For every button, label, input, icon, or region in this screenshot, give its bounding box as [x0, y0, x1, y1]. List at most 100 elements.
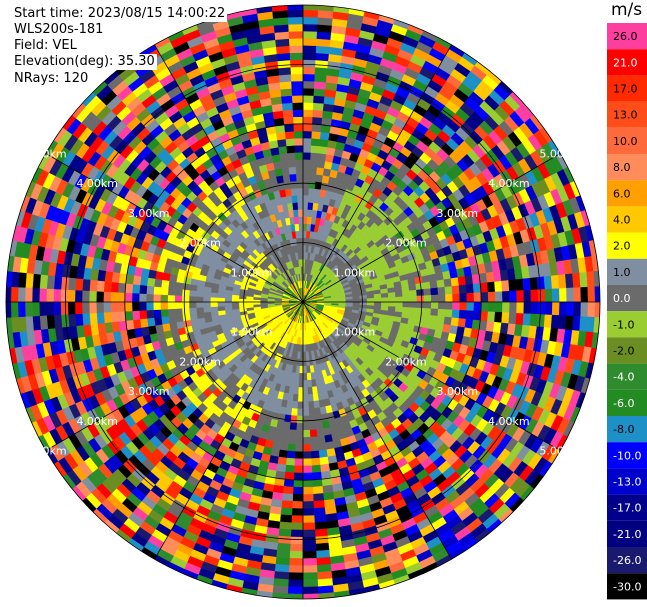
velocity-gate: [423, 301, 432, 309]
velocity-gate: [559, 287, 567, 303]
velocity-gate: [67, 277, 77, 291]
velocity-gate: [309, 429, 318, 438]
velocity-gate: [238, 301, 247, 306]
velocity-gate: [292, 202, 299, 211]
velocity-gate: [450, 317, 460, 327]
velocity-gate: [153, 301, 161, 311]
velocity-gate: [285, 457, 296, 466]
velocity-gate: [388, 296, 396, 303]
velocity-gate: [291, 194, 299, 204]
velocity-gate: [174, 295, 183, 303]
velocity-gate: [458, 284, 467, 295]
velocity-gate: [302, 102, 314, 111]
velocity-gate: [202, 296, 211, 303]
velocity-gate: [287, 152, 296, 161]
velocity-gate: [279, 152, 289, 162]
velocity-gate: [217, 301, 225, 307]
velocity-gate: [373, 297, 382, 303]
velocity-gate: [316, 38, 331, 48]
velocity-gate: [88, 301, 97, 314]
velocity-gate: [307, 400, 315, 410]
velocity-gate: [46, 274, 56, 290]
velocity-gate: [459, 301, 468, 311]
velocity-gate: [287, 159, 297, 168]
velocity-gate: [315, 45, 331, 55]
velocity-gate: [302, 130, 313, 139]
velocity-gate: [10, 301, 19, 318]
velocity-gate: [124, 310, 134, 321]
velocity-gate: [181, 295, 190, 303]
velocity-gate: [217, 305, 226, 312]
velocity-gate: [557, 315, 567, 330]
velocity-gate: [487, 301, 496, 313]
velocity-gate: [293, 209, 299, 218]
velocity-gate: [423, 288, 432, 296]
velocity-gate: [96, 312, 105, 324]
velocity-gate: [313, 407, 322, 416]
velocity-gate: [394, 291, 403, 298]
velocity-gate: [110, 311, 119, 323]
velocity-gate: [306, 372, 312, 381]
velocity-gate: [466, 292, 475, 303]
velocity-gate: [302, 351, 307, 360]
velocity-gate: [132, 274, 142, 286]
velocity-gate: [272, 578, 289, 587]
velocity-gate: [314, 414, 323, 423]
velocity-gate: [175, 314, 184, 323]
velocity-gate: [409, 301, 418, 309]
velocity-gate: [302, 109, 314, 118]
velocity-gate: [188, 307, 197, 315]
velocity-gate: [188, 289, 197, 297]
velocity-gate: [160, 301, 169, 310]
velocity-gate: [308, 187, 316, 196]
velocity-gate: [167, 308, 176, 317]
velocity-gate: [89, 279, 98, 292]
velocity-gate: [508, 312, 517, 325]
velocity-gate: [317, 578, 334, 587]
velocity-gate: [302, 493, 314, 502]
velocity-gate: [311, 123, 322, 133]
velocity-gate: [10, 271, 20, 288]
velocity-gate: [302, 52, 317, 61]
velocity-gate: [430, 294, 439, 303]
velocity-gate: [311, 130, 322, 140]
velocity-gate: [288, 558, 304, 566]
velocity-gate: [401, 306, 411, 314]
velocity-gate: [388, 301, 396, 308]
velocity-gate: [294, 444, 304, 452]
velocity-gate: [302, 394, 309, 403]
velocity-gate: [287, 443, 296, 452]
velocity-gate: [314, 528, 328, 538]
velocity-gate: [423, 295, 432, 303]
velocity-gate: [501, 280, 510, 292]
velocity-gate: [203, 311, 212, 318]
velocity-gate: [167, 301, 176, 310]
velocity-gate: [302, 30, 318, 39]
velocity-gate: [373, 301, 382, 307]
velocity-gate: [302, 508, 315, 517]
velocity-gate: [487, 291, 496, 303]
velocity-gate: [557, 274, 567, 289]
velocity-gate: [450, 277, 460, 287]
velocity-gate: [25, 315, 34, 332]
velocity-gate: [452, 293, 461, 303]
velocity-gate: [296, 408, 304, 417]
velocity-gate: [288, 565, 304, 574]
velocity-gate: [366, 294, 375, 299]
velocity-gate: [315, 535, 329, 545]
velocity-gate: [290, 187, 298, 196]
velocity-gate: [359, 298, 368, 303]
velocity-gate: [409, 289, 418, 297]
velocity-gate: [274, 564, 290, 573]
velocity-gate: [67, 289, 76, 303]
velocity-gate: [291, 400, 299, 410]
velocity-gate: [139, 284, 148, 295]
velocity-gate: [316, 31, 332, 40]
velocity-gate: [5, 286, 12, 303]
velocity-gate: [278, 528, 292, 538]
velocity-gate: [284, 471, 295, 481]
velocity-gate: [293, 472, 304, 481]
velocity-gate: [195, 301, 204, 308]
velocity-gate: [298, 372, 304, 381]
velocity-gate: [298, 380, 304, 388]
